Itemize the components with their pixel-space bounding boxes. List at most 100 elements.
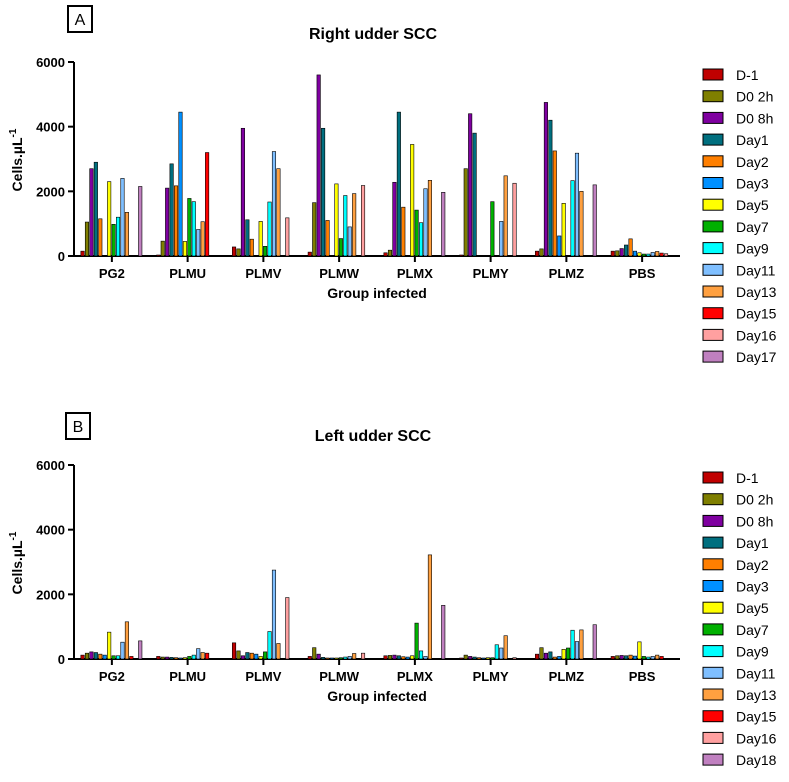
- bar: [557, 656, 562, 660]
- bar: [459, 254, 464, 257]
- legend-swatch: [702, 601, 724, 614]
- legend-swatch: [702, 731, 724, 744]
- bar: [361, 652, 366, 660]
- bar: [156, 254, 161, 257]
- panel-b-label-box: [65, 412, 91, 440]
- bar: [236, 650, 241, 660]
- bar: [619, 655, 624, 660]
- bar: [271, 569, 277, 660]
- legend-label: Day5: [736, 197, 769, 213]
- bar: [325, 657, 330, 660]
- panel-b: B Left udder SCC Group infected Cells.µL…: [8, 412, 432, 704]
- x-tick-label: PBS: [629, 266, 656, 281]
- x-tick-label: PG2: [99, 669, 125, 684]
- bar: [98, 218, 103, 257]
- legend-label: Day2: [736, 154, 769, 170]
- legend-label: D-1: [736, 67, 759, 83]
- bar: [107, 181, 112, 257]
- bar: [619, 248, 624, 257]
- legend-label: Day9: [736, 241, 769, 257]
- bar: [490, 657, 495, 660]
- bar: [472, 656, 477, 660]
- panel-a-label: A: [75, 12, 86, 29]
- legend-swatch: [702, 666, 724, 679]
- legend-swatch: [702, 133, 724, 146]
- legend-swatch: [702, 307, 724, 320]
- y-tick-label: 0: [58, 652, 65, 667]
- y-tick-label: 6000: [36, 55, 65, 70]
- legend-label: Day13: [736, 687, 777, 703]
- bar: [285, 217, 290, 257]
- bar: [401, 206, 406, 257]
- bar: [383, 655, 388, 660]
- bar: [637, 641, 642, 660]
- bar: [632, 250, 638, 257]
- bar: [84, 221, 90, 257]
- bar: [392, 181, 397, 257]
- bar: [610, 656, 615, 660]
- bar: [312, 647, 317, 660]
- bar: [383, 252, 388, 257]
- bar: [182, 241, 187, 257]
- x-tick-label: PLMV: [245, 266, 281, 281]
- x-tick-label: PBS: [629, 669, 656, 684]
- bar: [352, 193, 357, 257]
- bar: [405, 656, 410, 660]
- x-tick-label: PLMY: [473, 266, 509, 281]
- bar: [664, 253, 669, 257]
- bar: [174, 657, 179, 660]
- bar: [574, 152, 580, 257]
- bar: [615, 250, 620, 257]
- bar: [102, 654, 107, 660]
- panel-a-xlabel: Group infected: [327, 285, 427, 301]
- legend-label: D0 8h: [736, 110, 773, 126]
- bar: [196, 229, 201, 257]
- panel-b-label: B: [73, 419, 84, 436]
- legend-swatch: [702, 155, 724, 168]
- legend-label: Day15: [736, 709, 777, 725]
- bar: [650, 252, 655, 257]
- bar: [138, 640, 143, 660]
- bar: [263, 651, 268, 660]
- bar: [93, 652, 98, 660]
- bar: [628, 654, 633, 660]
- bar: [561, 648, 566, 660]
- y-tick-label: 4000: [36, 523, 65, 538]
- bar: [477, 657, 482, 660]
- bar: [156, 656, 161, 660]
- panel-a-label-box: [67, 5, 93, 33]
- bar: [463, 168, 468, 257]
- bar: [316, 74, 321, 257]
- bar: [116, 655, 121, 660]
- bar: [610, 250, 615, 257]
- bar: [659, 656, 664, 660]
- bar: [240, 655, 245, 660]
- bar: [641, 253, 646, 257]
- bar: [468, 113, 473, 257]
- bar: [129, 656, 134, 660]
- legend-swatch: [702, 350, 724, 363]
- bar: [410, 655, 415, 660]
- legend-label: D0 8h: [736, 513, 773, 529]
- bar: [111, 655, 116, 660]
- legend-label: Day15: [736, 306, 777, 322]
- x-tick-label: PLMZ: [549, 266, 584, 281]
- x-tick-label: PLMZ: [549, 669, 584, 684]
- bar: [427, 180, 432, 257]
- bar: [441, 192, 446, 257]
- bar: [232, 642, 237, 660]
- bar: [481, 657, 486, 660]
- bar: [548, 119, 553, 257]
- bar: [539, 647, 544, 660]
- bar: [419, 650, 424, 660]
- bar: [628, 238, 633, 257]
- legend-swatch: [702, 580, 724, 592]
- legend-label: Day11: [736, 262, 776, 278]
- bar: [312, 202, 317, 257]
- legend-label: Day3: [736, 579, 769, 595]
- bar: [187, 656, 192, 660]
- legend-label: Day1: [736, 535, 769, 551]
- x-tick-label: PLMU: [169, 266, 206, 281]
- bar: [401, 656, 406, 660]
